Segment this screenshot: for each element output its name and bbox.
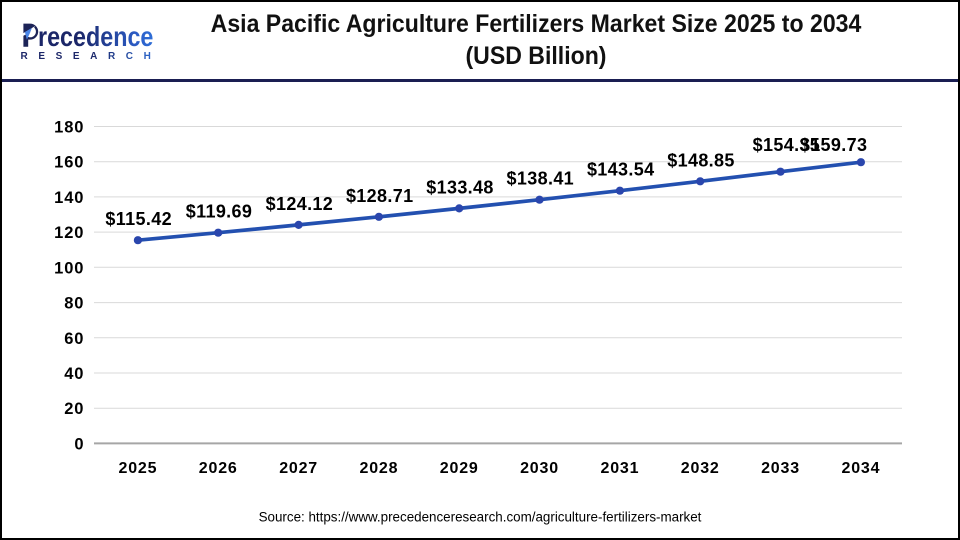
svg-text:$128.71: $128.71 — [346, 186, 414, 206]
svg-text:$115.42: $115.42 — [105, 209, 172, 229]
svg-text:2027: 2027 — [279, 460, 318, 477]
svg-text:2033: 2033 — [761, 460, 800, 477]
svg-text:160: 160 — [54, 154, 84, 172]
svg-text:$138.41: $138.41 — [507, 169, 575, 189]
svg-text:$143.54: $143.54 — [587, 160, 655, 180]
svg-text:$148.85: $148.85 — [667, 150, 735, 170]
svg-text:2030: 2030 — [520, 460, 559, 477]
svg-text:$119.69: $119.69 — [186, 202, 253, 222]
svg-text:$159.73: $159.73 — [800, 135, 868, 155]
svg-text:$124.12: $124.12 — [266, 194, 334, 214]
svg-text:2029: 2029 — [440, 460, 479, 477]
svg-text:40: 40 — [64, 365, 84, 383]
svg-text:180: 180 — [54, 119, 84, 137]
svg-text:60: 60 — [64, 330, 84, 348]
svg-text:2028: 2028 — [360, 460, 399, 477]
svg-text:140: 140 — [54, 189, 84, 207]
svg-text:2034: 2034 — [842, 460, 881, 477]
svg-text:2026: 2026 — [199, 460, 238, 477]
svg-text:0: 0 — [74, 435, 84, 453]
svg-text:2031: 2031 — [601, 460, 640, 477]
svg-text:100: 100 — [54, 259, 84, 277]
svg-text:$133.48: $133.48 — [426, 177, 494, 197]
svg-text:80: 80 — [64, 295, 84, 313]
svg-text:120: 120 — [54, 224, 84, 242]
svg-text:20: 20 — [64, 400, 84, 418]
svg-text:Source: https://www.precedence: Source: https://www.precedenceresearch.c… — [259, 510, 702, 525]
svg-text:2032: 2032 — [681, 460, 720, 477]
svg-text:2025: 2025 — [119, 460, 158, 477]
svg-text:$154.35: $154.35 — [753, 135, 821, 155]
